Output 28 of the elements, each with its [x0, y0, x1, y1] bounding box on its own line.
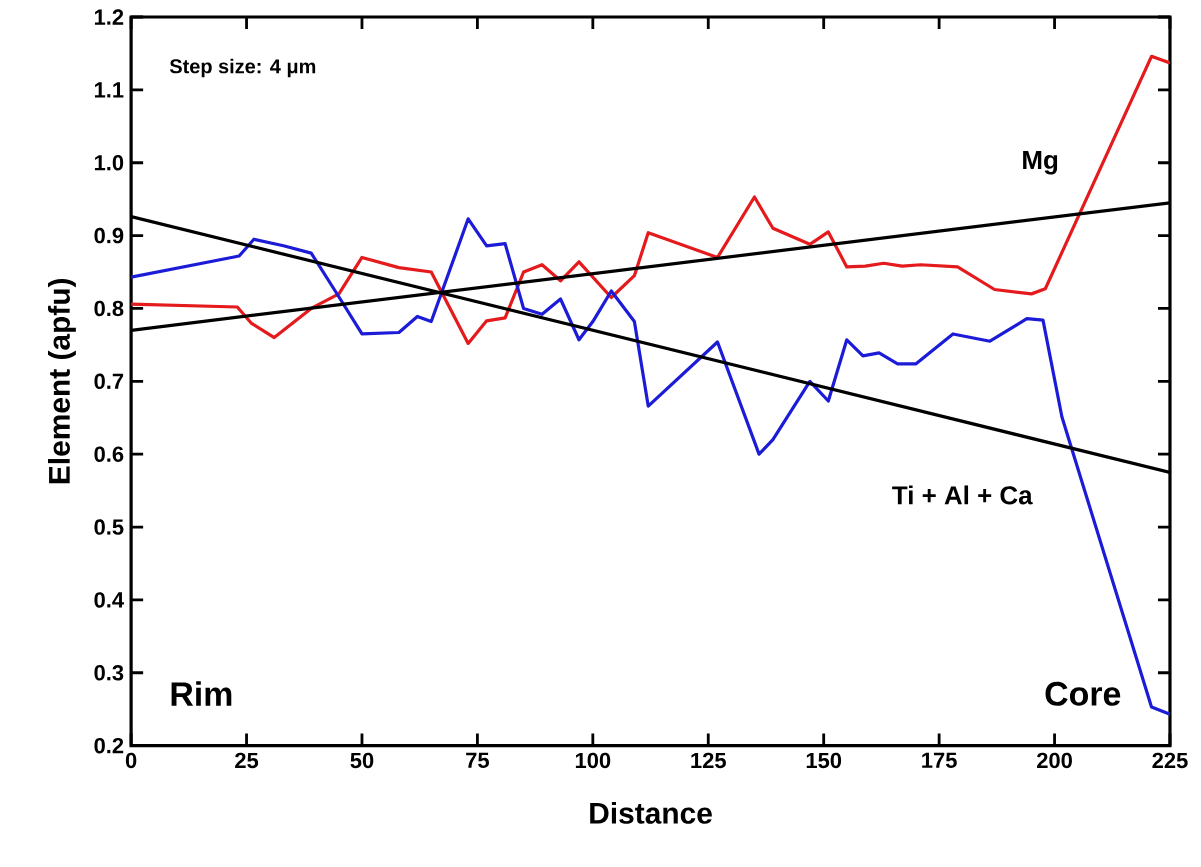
y-tick-label: 0.2 [94, 738, 124, 754]
annotation: Core [1045, 681, 1121, 706]
x-tick-label: 25 [235, 752, 259, 769]
y-tick-label: 0.5 [94, 519, 124, 535]
x-tick-label: 175 [922, 752, 957, 769]
x-tick-label: 0 [125, 752, 137, 769]
y-tick-label: 0.6 [94, 446, 124, 463]
x-tick-label: 200 [1037, 752, 1072, 769]
annotation: Step size: 4 μm [169, 58, 316, 78]
y-axis-title: Element (apfu) [48, 279, 76, 484]
x-tick-label: 150 [806, 752, 842, 769]
y-tick-label: 1.2 [94, 9, 124, 25]
y-tick-label: 0.7 [94, 373, 124, 390]
y-tick-label: 0.4 [94, 592, 124, 608]
y-tick-label: 0.8 [94, 300, 124, 317]
x-tick-label: 125 [691, 752, 726, 769]
y-tick-label: 1.1 [94, 82, 124, 98]
x-tick-label: 225 [1152, 752, 1188, 769]
y-tick-label: 1.0 [94, 155, 124, 171]
x-tick-label: 50 [350, 752, 374, 769]
x-tick-label: 75 [466, 752, 489, 769]
series-label: Mg [1023, 151, 1058, 175]
series-label: Ti + Al + Ca [892, 485, 1033, 505]
x-axis-title: Distance [590, 802, 712, 824]
y-tick-label: 0.9 [94, 227, 124, 244]
annotation: Rim [171, 681, 232, 706]
x-tick-label: 100 [575, 752, 611, 769]
y-tick-label: 0.3 [94, 665, 124, 681]
